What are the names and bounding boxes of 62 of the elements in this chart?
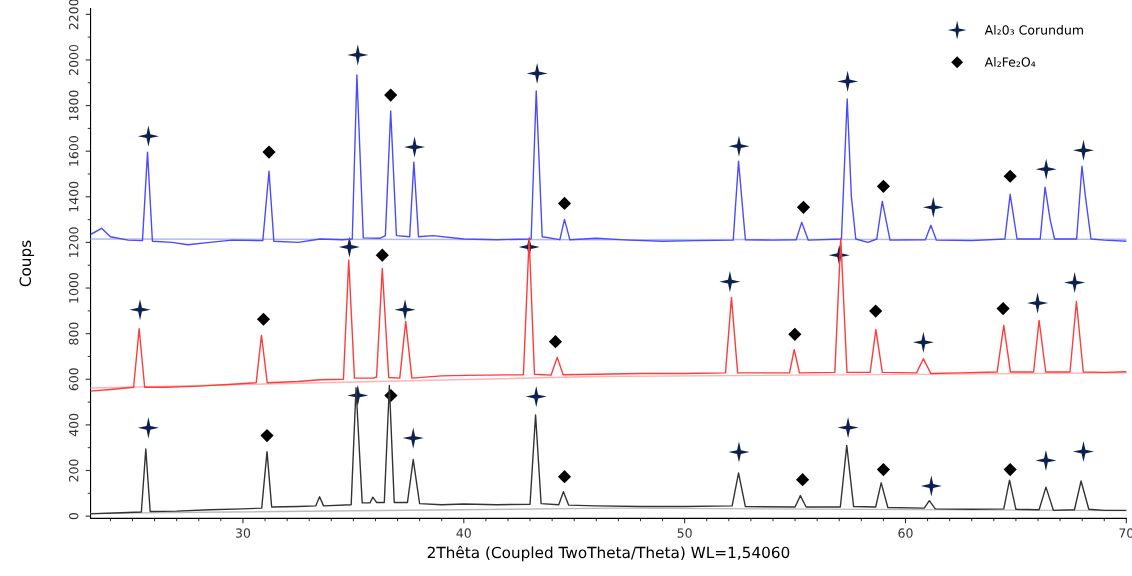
point [375,248,389,262]
point [795,473,810,487]
point [728,441,750,463]
point [912,331,934,353]
legend-label: Al₂0₃ Corundum [984,24,1083,35]
x-tick-label: 50 [677,528,692,538]
point [260,429,274,443]
point [129,299,151,321]
line-series [90,237,1127,392]
x-axis-title: 2Thêta (Coupled TwoTheta/Theta) WL=1,54060 [427,545,790,562]
point [1035,158,1057,180]
point [548,335,563,349]
y-tick-label: 2200 [68,0,79,30]
point [920,475,942,497]
point [394,299,416,321]
point [1003,169,1017,183]
point [384,88,398,102]
legend-label: Al₂Fe₂O₄ [984,57,1036,67]
point [526,62,548,84]
point [837,417,859,439]
y-axis-title: Coups [19,240,35,287]
point [876,463,890,477]
point [137,125,159,147]
point [1035,449,1057,471]
point [728,135,750,157]
point [996,301,1010,316]
y-tick-label: 1800 [68,90,79,121]
point [1072,139,1095,161]
y-tick-label: 200 [68,459,79,482]
point [1064,272,1086,294]
point [1072,441,1095,463]
point [796,200,811,214]
y-tick-label: 400 [68,413,79,437]
point [719,271,741,293]
point [1027,292,1049,314]
point [402,427,424,449]
x-tick-label: 30 [235,528,251,538]
y-tick-label: 800 [68,322,79,345]
point [338,236,360,258]
point [347,44,369,66]
point [837,70,859,92]
y-tick-label: 600 [68,368,79,391]
point [557,196,572,211]
point [137,417,159,439]
point [788,327,802,341]
point [262,145,276,159]
y-tick-label: 1600 [68,136,79,166]
point [256,312,271,326]
point [1003,463,1017,477]
x-tick-label: 60 [898,528,913,538]
y-tick-label: 0 [68,512,79,520]
y-tick-label: 1400 [68,181,79,212]
point [557,470,572,484]
y-tick-label: 1000 [68,272,79,303]
point [525,386,547,408]
point [876,179,890,193]
x-tick-label: 40 [456,528,471,538]
point [404,136,426,158]
y-tick-label: 1200 [68,227,79,257]
point [869,304,883,318]
point [922,196,944,218]
y-tick-label: 2000 [68,44,79,75]
